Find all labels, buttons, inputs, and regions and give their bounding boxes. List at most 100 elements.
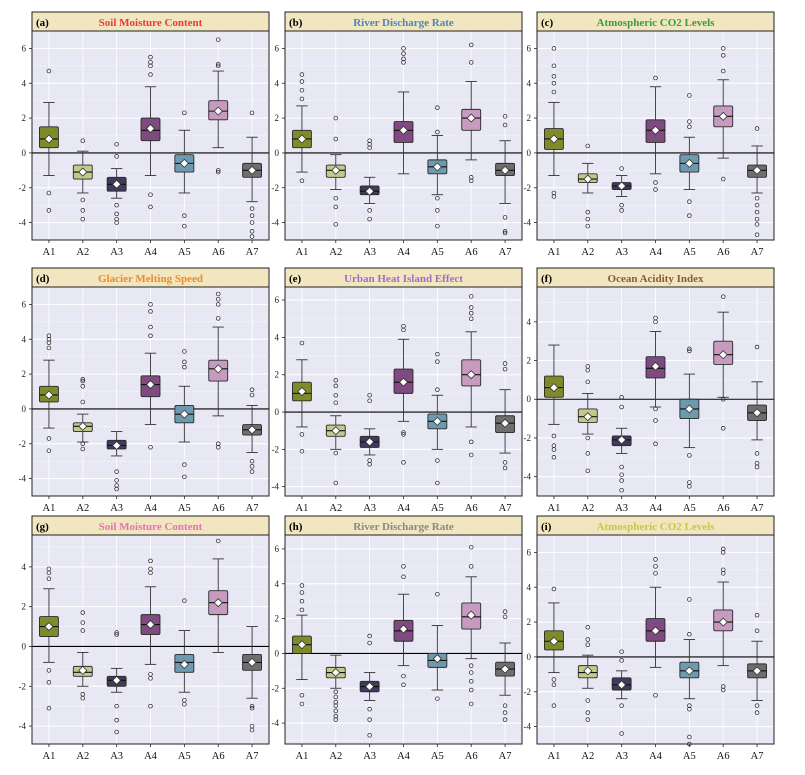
x-tick-label: A6 (717, 503, 730, 514)
x-tick-label: A1 (548, 751, 561, 762)
mean-marker (684, 158, 694, 168)
outlier-point (502, 366, 508, 372)
box-A1 (291, 340, 312, 454)
outlier-point (299, 87, 305, 93)
mean-marker (617, 435, 627, 445)
box-A4 (645, 557, 666, 698)
y-tick-label: -4 (272, 482, 280, 492)
outlier-point (687, 632, 692, 637)
mean-marker (247, 165, 257, 175)
outlier-point (114, 469, 119, 474)
outlier-point (249, 705, 255, 711)
box-A4 (140, 302, 161, 450)
outlier-point (46, 345, 52, 351)
outlier-point (249, 206, 255, 211)
outlier-point (551, 703, 557, 708)
outlier-point (215, 316, 221, 321)
outlier-point (551, 89, 557, 95)
outlier-point (401, 46, 406, 51)
outlier-point (299, 583, 305, 588)
box-A4 (645, 315, 666, 447)
title-bar (536, 515, 775, 536)
outlier-point (80, 610, 86, 615)
outlier-point (182, 349, 187, 354)
y-tick-label: 2 (275, 113, 280, 123)
outlier-point (619, 404, 624, 410)
box-A5 (679, 93, 700, 218)
outlier-point (720, 294, 726, 299)
box-A5 (174, 110, 195, 229)
x-tick-label: A1 (43, 247, 56, 258)
box-A4 (140, 54, 161, 210)
box-A6 (461, 544, 482, 707)
outlier-point (653, 75, 658, 81)
outlier-point (299, 340, 305, 346)
outlier-point (299, 598, 305, 604)
outlier-point (249, 220, 255, 225)
title-bar (284, 267, 523, 288)
y-tick-label: 6 (527, 547, 532, 557)
y-tick-label: 2 (275, 370, 280, 380)
outlier-point (754, 628, 760, 634)
outlier-point (468, 663, 474, 668)
outlier-point (653, 692, 658, 698)
outlier-point (114, 478, 119, 483)
title-bar (536, 267, 775, 288)
y-tick-label: -4 (19, 721, 27, 731)
box-A4 (140, 558, 161, 709)
box-A7 (495, 609, 516, 722)
mean-marker (179, 409, 189, 419)
panel-label: (e) (289, 273, 302, 285)
outlier-point (653, 557, 658, 562)
outlier-point (653, 406, 658, 412)
panel-a: (a) Soil Moisture Content -4 -2 0 2 4 6 A1 A2 A3 A4… (19, 11, 270, 258)
outlier-point (215, 168, 221, 173)
outlier-point (502, 229, 508, 234)
box-A3 (106, 141, 127, 225)
x-tick-label: A7 (499, 247, 512, 258)
outlier-point (551, 194, 557, 199)
y-tick-label: 4 (22, 78, 27, 88)
box-A1 (291, 583, 312, 707)
x-tick-label: A3 (110, 247, 123, 258)
outlier-point (148, 309, 153, 314)
box-A6 (713, 546, 734, 693)
box-A6 (713, 46, 734, 182)
y-tick-label: 4 (275, 332, 280, 342)
outlier-point (333, 195, 339, 201)
outlier-point (502, 122, 508, 128)
panel-label: (b) (289, 17, 303, 29)
title-bar (31, 267, 270, 288)
outlier-point (80, 216, 86, 222)
outlier-point (619, 464, 624, 470)
mean-marker (297, 640, 307, 650)
outlier-point (148, 54, 153, 60)
mean-marker (466, 113, 476, 123)
y-tick-label: 4 (275, 579, 280, 589)
outlier-point (333, 717, 339, 722)
outlier-point (585, 379, 591, 385)
outlier-point (551, 586, 557, 592)
title-bar (31, 515, 270, 536)
box-A1 (38, 566, 59, 711)
y-tick-label: -2 (524, 183, 532, 193)
x-tick-label: A5 (683, 503, 696, 514)
panel-i: (i) Atmospheric CO2 Levels -4 -2 0 2 4 6 A1 A2 A3 A… (524, 515, 775, 762)
x-tick-label: A1 (296, 503, 309, 514)
outlier-point (551, 46, 557, 51)
y-tick-label: 6 (22, 43, 27, 53)
outlier-point (367, 208, 372, 213)
outlier-point (249, 110, 255, 116)
outlier-point (249, 458, 255, 464)
outlier-point (687, 484, 692, 489)
mean-marker (44, 134, 54, 144)
outlier-point (687, 706, 692, 712)
outlier-point (367, 633, 372, 639)
outlier-point (148, 676, 153, 681)
outlier-point (299, 448, 305, 454)
y-tick-label: 4 (527, 78, 532, 88)
x-tick-label: A7 (751, 751, 764, 762)
outlier-point (435, 351, 440, 357)
mean-marker (331, 426, 341, 436)
